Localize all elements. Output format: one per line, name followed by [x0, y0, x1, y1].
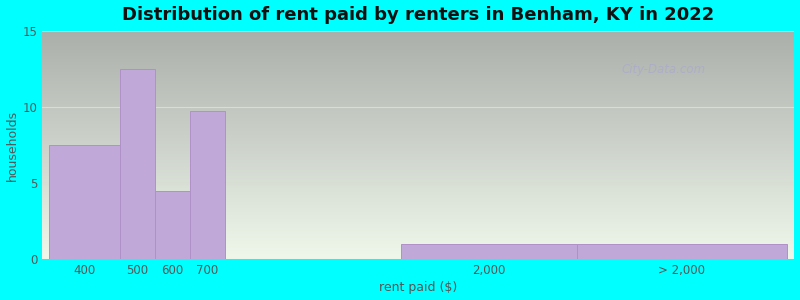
- Bar: [577, 244, 787, 260]
- Bar: [190, 112, 225, 260]
- Title: Distribution of rent paid by renters in Benham, KY in 2022: Distribution of rent paid by renters in …: [122, 6, 714, 24]
- Bar: [401, 244, 577, 260]
- Bar: [120, 69, 155, 260]
- X-axis label: rent paid ($): rent paid ($): [379, 281, 458, 294]
- Bar: [155, 191, 190, 260]
- Text: City-Data.com: City-Data.com: [622, 63, 706, 76]
- Bar: [50, 145, 120, 260]
- Y-axis label: households: households: [6, 110, 18, 181]
